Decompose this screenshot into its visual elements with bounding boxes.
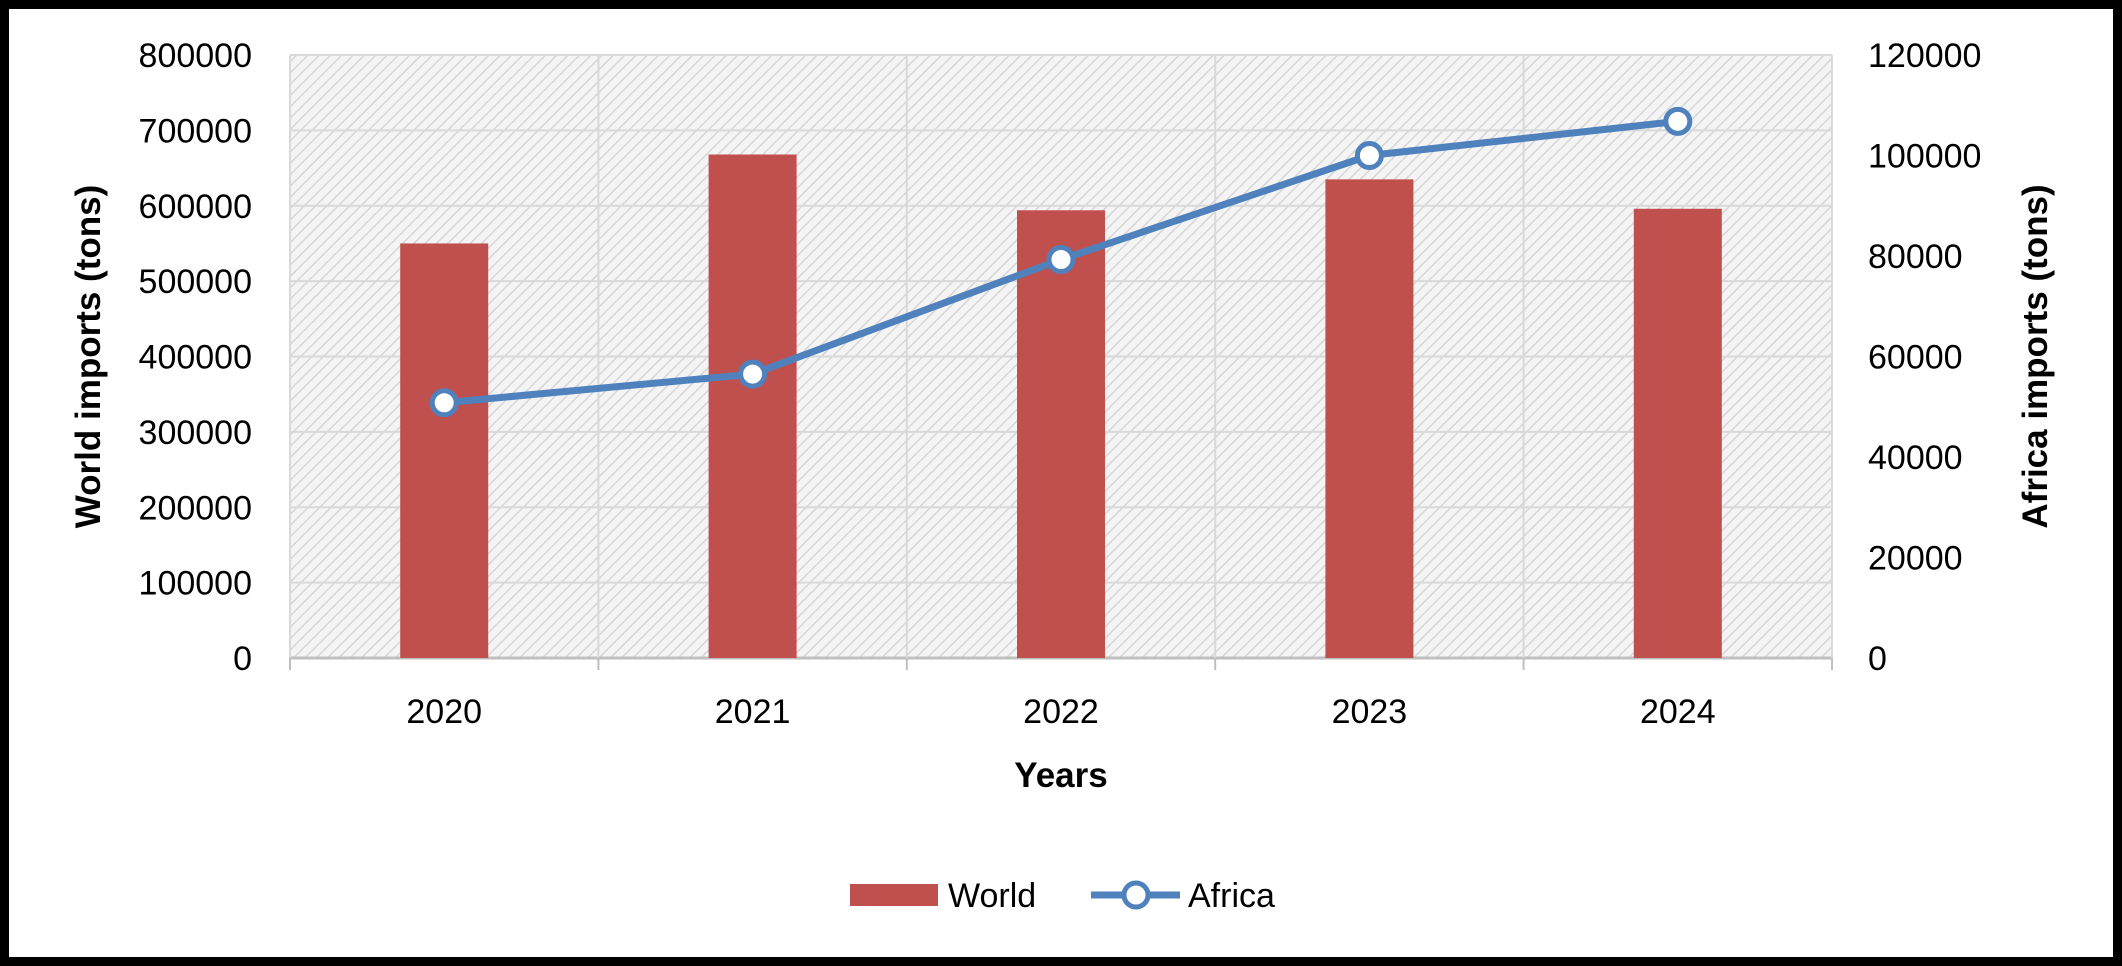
bar-world-2020	[400, 243, 489, 658]
x-tick-label: 2020	[406, 693, 482, 731]
bar-world-2024	[1633, 208, 1722, 658]
combo-chart: 0100000200000300000400000500000600000700…	[69, 37, 2055, 915]
bar-world-2022	[1017, 210, 1105, 658]
x-tick-label: 2023	[1332, 693, 1408, 731]
y-tick-label: 600000	[139, 188, 252, 226]
x-tick-label: 2024	[1640, 693, 1716, 731]
point-africa-2022	[1046, 245, 1076, 275]
x-axis-title: Years	[1014, 756, 1107, 795]
y-tick-label: 800000	[139, 37, 252, 75]
y2-axis-title: Africa imports (tons)	[2016, 184, 2055, 528]
y2-tick-label: 20000	[1868, 540, 1963, 578]
y-tick-label: 0	[233, 640, 252, 678]
y2-tick-label: 120000	[1868, 37, 1981, 75]
y-tick-label: 700000	[139, 112, 252, 150]
y-axis-title: World imports (tons)	[69, 185, 108, 529]
point-africa-2023	[1354, 141, 1384, 170]
y-tick-label: 100000	[139, 565, 252, 603]
y2-tick-label: 0	[1868, 640, 1887, 678]
legend-label-world: World	[948, 877, 1036, 915]
point-africa-2020	[429, 388, 459, 418]
y2-tick-label: 60000	[1868, 339, 1963, 377]
y-tick-label: 200000	[139, 489, 252, 527]
y2-tick-label: 80000	[1868, 238, 1963, 276]
bar-world-2021	[708, 154, 797, 658]
x-tick-label: 2021	[715, 693, 791, 731]
legend: World Africa	[850, 877, 1275, 915]
point-africa-2024	[1663, 106, 1693, 136]
legend-label-africa: Africa	[1188, 877, 1275, 915]
y2-tick-label: 100000	[1868, 138, 1981, 176]
legend-swatch-world	[850, 884, 938, 906]
y2-tick-label: 40000	[1868, 439, 1963, 477]
bar-world-2023	[1325, 179, 1414, 658]
x-tick-label: 2022	[1023, 693, 1099, 731]
y-tick-label: 400000	[139, 339, 252, 377]
point-africa-2021	[738, 359, 768, 389]
y-tick-label: 300000	[139, 414, 252, 452]
legend-swatch-africa-marker	[1121, 880, 1151, 910]
y-tick-label: 500000	[139, 263, 252, 301]
